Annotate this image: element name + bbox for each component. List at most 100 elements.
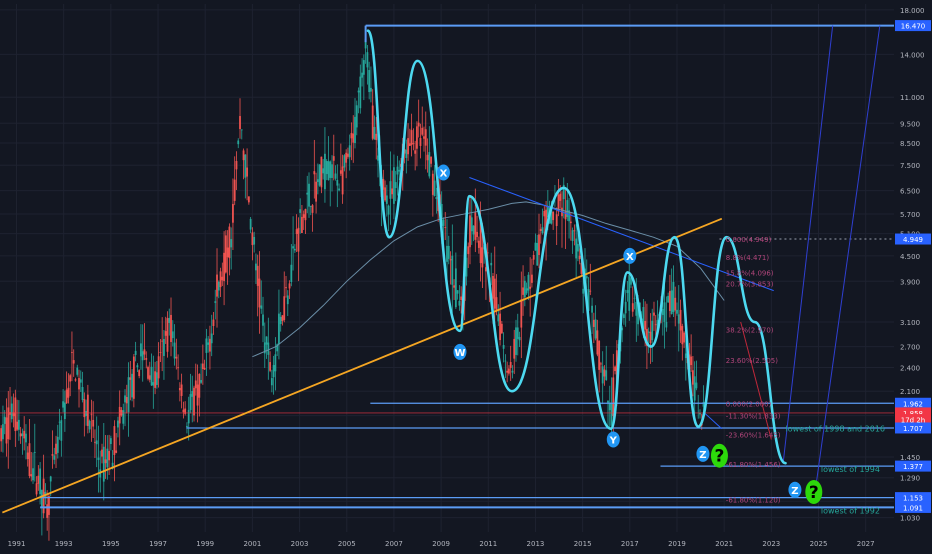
candle-body bbox=[470, 217, 473, 232]
candle-body bbox=[370, 87, 372, 92]
candle-body bbox=[186, 425, 188, 428]
candle-body bbox=[329, 161, 332, 178]
candle-body bbox=[571, 230, 574, 241]
candle-body bbox=[26, 452, 29, 460]
candle-body bbox=[171, 331, 174, 339]
candle-body bbox=[511, 370, 514, 373]
candle-body bbox=[532, 255, 535, 260]
projection-line bbox=[813, 25, 881, 502]
candle-body bbox=[237, 140, 240, 145]
candle-body bbox=[72, 360, 75, 364]
candle-body bbox=[458, 300, 461, 306]
candle-body bbox=[2, 424, 4, 440]
candle-body bbox=[405, 149, 408, 158]
candle-body bbox=[95, 440, 98, 445]
candle-body bbox=[56, 436, 59, 453]
y-tick-label: 11.000 bbox=[900, 94, 925, 102]
candle-body bbox=[212, 319, 215, 327]
x-tick-label: 2019 bbox=[668, 540, 686, 548]
candle-body bbox=[10, 403, 13, 420]
candle-body bbox=[538, 234, 540, 255]
candle-body bbox=[198, 373, 201, 398]
candle-body bbox=[633, 297, 636, 299]
fib-level-label: 23.60%(2.505) bbox=[726, 357, 778, 365]
candle-body bbox=[531, 274, 533, 283]
candle-body bbox=[669, 291, 671, 311]
candle-body bbox=[327, 161, 330, 181]
candle-body bbox=[63, 402, 66, 420]
wave-badge-label: Y bbox=[609, 435, 618, 446]
y-axis-background bbox=[894, 0, 932, 550]
candle-body bbox=[23, 430, 26, 439]
candle-body bbox=[232, 203, 234, 223]
candle-body bbox=[71, 352, 73, 353]
candle-body bbox=[417, 122, 420, 127]
candle-body bbox=[591, 305, 593, 313]
candle-body bbox=[693, 376, 696, 401]
candle-body bbox=[608, 402, 611, 411]
candle-body bbox=[582, 288, 585, 294]
y-tick-label: 8.500 bbox=[900, 140, 920, 148]
candle-body bbox=[692, 370, 694, 385]
candle-body bbox=[148, 375, 151, 380]
candle-body bbox=[569, 221, 572, 224]
y-tick-label: 2.100 bbox=[900, 388, 920, 396]
candle-body bbox=[285, 287, 287, 289]
candle-body bbox=[562, 184, 565, 200]
y-tick-label: 18.000 bbox=[900, 7, 925, 15]
candle-body bbox=[157, 356, 160, 379]
candle-body bbox=[265, 336, 268, 345]
candle-body bbox=[217, 281, 220, 291]
x-tick-label: 2011 bbox=[479, 540, 497, 548]
candle-body bbox=[403, 149, 406, 154]
candle-body bbox=[387, 205, 390, 215]
candle-body bbox=[504, 360, 507, 362]
candle-body bbox=[474, 212, 477, 240]
candle-body bbox=[610, 402, 613, 426]
candle-body bbox=[69, 375, 72, 382]
candle-body bbox=[566, 200, 569, 218]
candle-body bbox=[518, 336, 521, 341]
wave-badge-circle bbox=[453, 343, 467, 360]
candle-body bbox=[0, 428, 3, 442]
candle-body bbox=[60, 420, 63, 441]
candle-body bbox=[472, 225, 475, 235]
wave-badge-circle bbox=[606, 431, 620, 448]
fib-level-label: -61.80%(1.456) bbox=[726, 461, 781, 469]
wave-badge-label: Z bbox=[791, 486, 798, 497]
candle-body bbox=[449, 259, 452, 261]
candle-body bbox=[460, 296, 463, 301]
candle-body bbox=[644, 320, 647, 330]
candle-body bbox=[200, 380, 202, 383]
candle-body bbox=[385, 195, 388, 204]
candle-body bbox=[184, 408, 187, 414]
y-tick-label: 7.500 bbox=[900, 162, 920, 170]
candle-body bbox=[477, 240, 480, 248]
y-tick-label: 9.500 bbox=[900, 120, 920, 128]
x-tick-label: 2009 bbox=[432, 540, 450, 548]
candle-body bbox=[589, 290, 592, 292]
candle-body bbox=[122, 410, 125, 424]
candle-body bbox=[178, 387, 181, 391]
candle-body bbox=[394, 182, 397, 189]
candle-body bbox=[414, 150, 417, 154]
x-tick-label: 2005 bbox=[338, 540, 356, 548]
price-tag-label: 4.949 bbox=[903, 236, 923, 244]
candle-body bbox=[288, 283, 291, 289]
candle-body bbox=[541, 227, 544, 234]
candle-body bbox=[423, 136, 425, 139]
x-tick-label: 2001 bbox=[243, 540, 261, 548]
candle-body bbox=[408, 143, 411, 146]
wave-badge-circle bbox=[436, 164, 450, 181]
candle-body bbox=[28, 443, 31, 476]
candle-body bbox=[382, 179, 385, 190]
candle-body bbox=[118, 406, 121, 424]
candle-body bbox=[339, 170, 342, 174]
candle-body bbox=[476, 231, 478, 238]
candle-body bbox=[159, 352, 162, 353]
fib-level-label: -11.30%(1.833) bbox=[726, 412, 781, 420]
candle-body bbox=[695, 382, 698, 389]
candle-body bbox=[51, 454, 54, 456]
